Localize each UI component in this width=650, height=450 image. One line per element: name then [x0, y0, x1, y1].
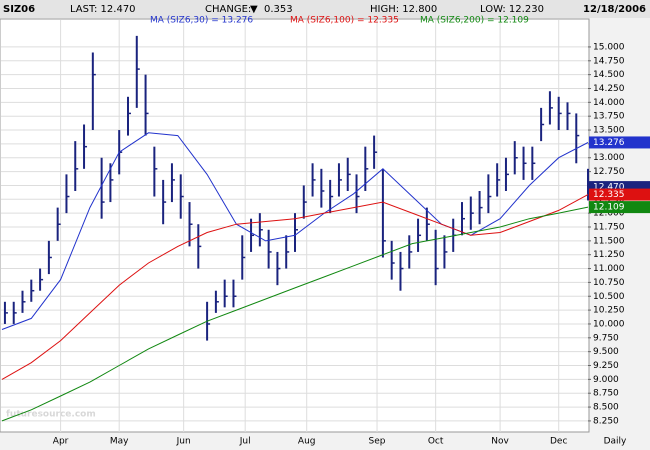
y-tick-label: 12.750	[593, 167, 625, 177]
y-tick-label: 11.250	[593, 250, 625, 260]
header-bar	[0, 0, 650, 18]
y-tick-label: 14.750	[593, 56, 625, 66]
ma-line	[1, 194, 589, 380]
y-tick-label: 14.500	[593, 70, 625, 80]
price-badge-label: 12.335	[593, 190, 625, 200]
low: LOW: 12.230	[480, 4, 544, 15]
y-tick-label: 11.500	[593, 236, 625, 246]
y-tick-label: 10.500	[593, 292, 625, 302]
price-badge	[589, 201, 650, 214]
watermark: futuresource.com	[6, 410, 96, 420]
y-tick-label: 9.000	[593, 375, 619, 385]
change-arrow: ▼	[250, 4, 258, 15]
y-tick-label: 12.000	[593, 209, 625, 219]
y-tick-label: 9.500	[593, 347, 619, 357]
symbol: SIZ06	[3, 4, 35, 15]
y-tick-label: 8.500	[593, 403, 619, 413]
y-tick-label: 11.750	[593, 223, 625, 233]
y-tick-label: 14.250	[593, 84, 625, 94]
date: 12/18/2006	[583, 4, 646, 15]
legend-entry: MA (SIZ6,100) = 12.335	[290, 16, 399, 26]
y-tick-label: 8.750	[593, 389, 619, 399]
x-tick-label: Oct	[428, 437, 444, 447]
change-label: CHANGE:	[205, 4, 251, 15]
y-tick-label: 8.250	[593, 416, 619, 426]
y-tick-label: 13.750	[593, 112, 625, 122]
legend-entry: MA (SIZ6,200) = 12.109	[420, 16, 529, 26]
price-badge	[589, 188, 650, 201]
y-tick-label: 10.750	[593, 278, 625, 288]
y-tick-label: 10.250	[593, 306, 625, 316]
y-tick-label: 9.250	[593, 361, 619, 371]
price-badge-label: 12.109	[593, 203, 625, 213]
y-tick-label: 15.000	[593, 42, 625, 52]
last: LAST: 12.470	[70, 4, 136, 15]
price-badge	[589, 136, 650, 149]
x-axis-label: Daily	[604, 437, 627, 447]
x-tick-label: Apr	[53, 437, 69, 447]
x-tick-label: Dec	[550, 437, 567, 447]
high: HIGH: 12.800	[370, 4, 437, 15]
y-tick-label: 11.000	[593, 264, 625, 274]
change: 0.353	[264, 4, 293, 15]
legend-entry: MA (SIZ6,30) = 13.276	[150, 16, 253, 26]
x-tick-label: May	[110, 437, 129, 447]
y-tick-label: 10.000	[593, 319, 625, 329]
y-tick-label: 13.500	[593, 126, 625, 136]
y-tick-label: 14.000	[593, 98, 625, 108]
price-badge-label: 13.276	[593, 138, 625, 148]
x-tick-label: Jul	[239, 437, 251, 447]
x-tick-label: Jun	[176, 437, 191, 447]
y-tick-label: 13.000	[593, 153, 625, 163]
x-tick-label: Aug	[298, 437, 316, 447]
x-tick-label: Sep	[369, 437, 386, 447]
price-badge-label: 12.470	[593, 183, 625, 193]
ma-line	[1, 132, 589, 330]
ma-line	[1, 206, 589, 422]
x-tick-label: Nov	[491, 437, 509, 447]
y-tick-label: 9.750	[593, 333, 619, 343]
